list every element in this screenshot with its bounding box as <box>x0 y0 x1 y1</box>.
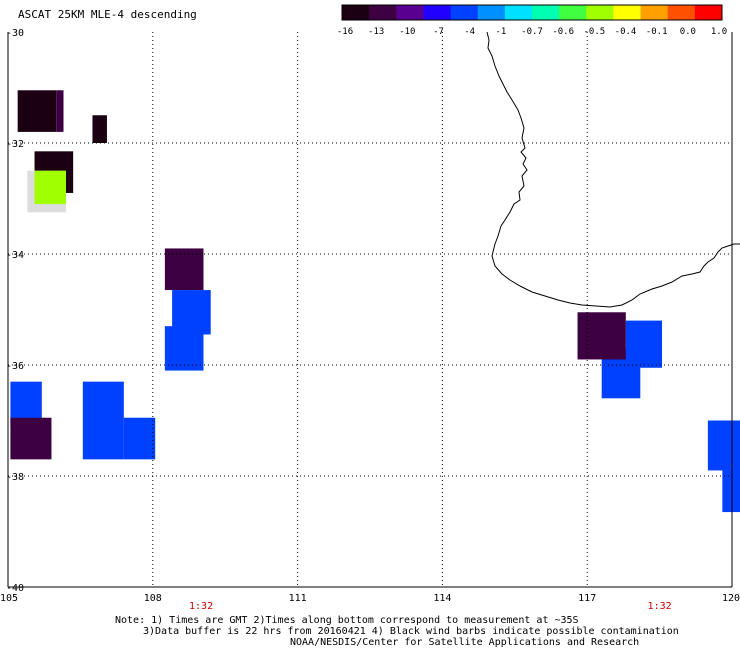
graticule <box>8 32 732 587</box>
wind-cell <box>34 170 66 205</box>
lon-tick-label: 108 <box>144 593 162 604</box>
plot-frame <box>7 32 733 588</box>
colorbar-label: 1.0 <box>711 27 727 37</box>
time-label: 1:32 <box>189 601 213 612</box>
lon-tick-label: 114 <box>433 593 451 604</box>
coastline-western-australia <box>486 31 740 308</box>
lat-tick-label: -34 <box>6 250 24 261</box>
map-title: ASCAT 25KM MLE-4 descending <box>18 8 197 21</box>
colorbar-label: -13 <box>368 27 384 37</box>
colorbar: -16 -13 -10 -7 -4 -1 -0.7 -0.6 -0.5 -0.4 -0.1 0.0 1.… <box>337 4 727 37</box>
colorbar-segment <box>423 5 452 20</box>
lat-tick-label: -32 <box>6 139 24 150</box>
time-label: 1:32 <box>648 601 672 612</box>
wind-cell <box>164 248 204 291</box>
wind-cell <box>56 90 64 132</box>
colorbar-segment <box>504 5 533 20</box>
colorbar-segment <box>640 5 669 20</box>
colorbar-segment <box>396 5 424 20</box>
colorbar-label: -0.4 <box>615 27 637 37</box>
colorbar-segment <box>532 5 560 20</box>
colorbar-segment <box>342 5 370 20</box>
colorbar-segment <box>667 5 696 20</box>
lat-tick-label: -40 <box>6 583 24 594</box>
note-line-2: 3)Data buffer is 22 hrs from 20160421 4)… <box>143 626 679 637</box>
lon-tick-label: 111 <box>289 593 307 604</box>
colorbar-label: -10 <box>399 27 415 37</box>
wind-cell <box>82 381 124 460</box>
wind-cell <box>577 312 626 360</box>
colorbar-segment <box>586 5 614 20</box>
lat-tick-label: -36 <box>6 361 24 372</box>
colorbar-segment <box>450 5 479 20</box>
colorbar-segment <box>694 5 723 20</box>
colorbar-label: 0.0 <box>680 27 696 37</box>
colorbar-label: -0.7 <box>521 27 543 37</box>
wind-cell <box>92 115 107 143</box>
note-line-3: NOAA/NESDIS/Center for Satellite Applica… <box>290 637 640 648</box>
colorbar-label: -16 <box>337 27 353 37</box>
wind-cell <box>10 417 52 460</box>
colorbar-segment <box>559 5 587 20</box>
wind-cell <box>123 417 156 460</box>
wind-cell <box>17 90 57 132</box>
lat-tick-label: -30 <box>6 28 24 39</box>
colorbar-label: -0.6 <box>552 27 574 37</box>
axis-labels: 105 108 111 114 117 120 -30 -32 -34 -36 -38 -40 1:32… <box>0 28 740 612</box>
lat-tick-label: -38 <box>6 472 24 483</box>
colorbar-label: -1 <box>495 27 506 37</box>
lon-tick-label: 105 <box>0 593 18 604</box>
lon-tick-label: 117 <box>578 593 596 604</box>
wind-cell <box>722 453 740 513</box>
colorbar-border <box>341 4 723 21</box>
colorbar-label: -7 <box>433 27 444 37</box>
colorbar-label: -0.1 <box>646 27 668 37</box>
wind-cell <box>164 326 204 371</box>
colorbar-segment <box>369 5 397 20</box>
colorbar-segment <box>613 5 642 20</box>
lon-tick-label: 120 <box>722 593 740 604</box>
colorbar-label: -4 <box>464 27 475 37</box>
colorbar-label: -0.5 <box>583 27 605 37</box>
note-line-1: Note: 1) Times are GMT 2)Times along bot… <box>115 615 579 626</box>
colorbar-segment <box>477 5 506 20</box>
wind-cells-layer <box>10 90 740 513</box>
